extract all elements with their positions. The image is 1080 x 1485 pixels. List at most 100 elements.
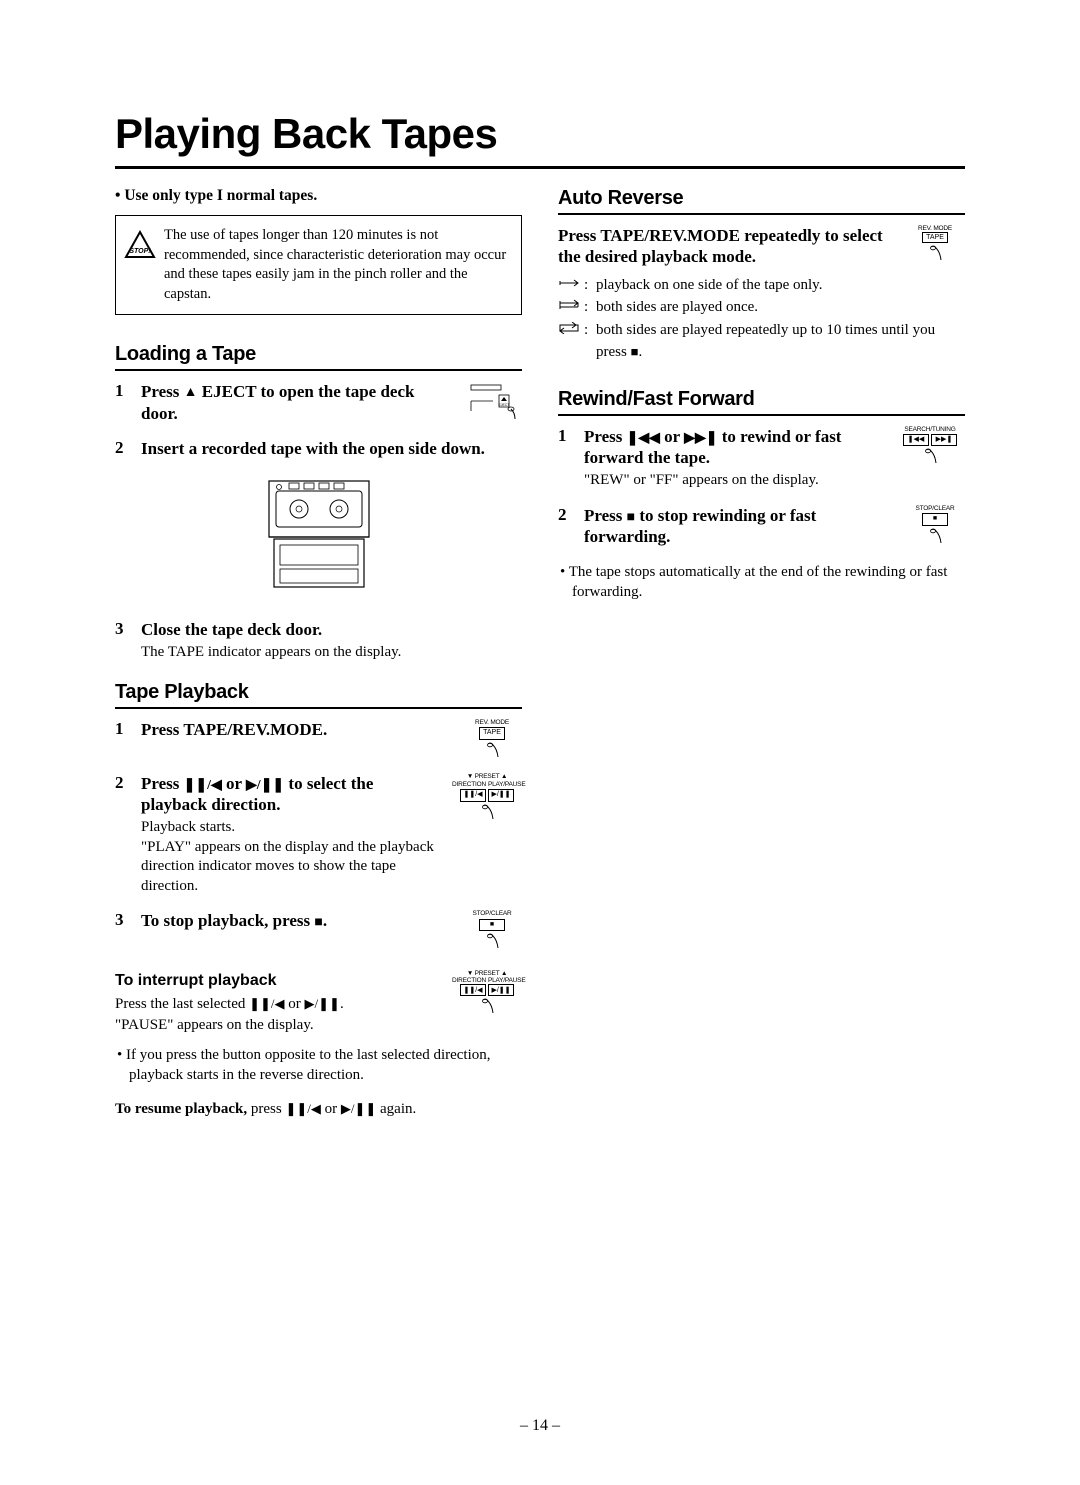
stop-button-diagram: STOP/CLEAR ■ <box>462 910 522 950</box>
play-pause-icon: ▶/❚❚ <box>246 778 284 793</box>
reverse-bullet: If you press the button opposite to the … <box>115 1045 522 1086</box>
rw2-pre: Press <box>584 506 627 525</box>
eject-button-diagram: EJECT <box>462 381 522 421</box>
int-note: "PAUSE" appears on the display. <box>115 1015 442 1035</box>
tape-button: TAPE <box>479 727 505 740</box>
playpause-label: PLAY/PAUSE <box>488 781 526 789</box>
mode3-icon: : <box>558 319 590 364</box>
int-post: . <box>340 996 344 1012</box>
prev-button: ❚◀◀ <box>903 434 929 447</box>
dir-right-button: ▶/❚❚ <box>488 984 514 996</box>
resume-line: To resume playback, press ❚❚/◀ or ▶/❚❚ a… <box>115 1101 522 1118</box>
stop-icon: ■ <box>314 915 322 930</box>
step2-text: Insert a recorded tape with the open sid… <box>141 438 522 459</box>
resume-pre: press <box>247 1101 285 1117</box>
svg-text:EJECT: EJECT <box>498 403 510 407</box>
mode2-icon: : <box>558 296 590 319</box>
stopclear-label: STOP/CLEAR <box>915 505 954 513</box>
auto-rule <box>558 213 965 215</box>
step1-pre: Press <box>141 382 184 401</box>
int-mid: or <box>285 996 305 1012</box>
direction-label: DIRECTION <box>452 781 486 789</box>
auto-intro: Press TAPE/REV.MODE repeatedly to select… <box>558 225 895 268</box>
tape-button: TAPE <box>922 232 948 243</box>
playback-step-3: 3 To stop playback, press ■. STOP/CLEAR … <box>115 910 522 950</box>
use-only-note: Use only type I normal tapes. <box>115 187 522 205</box>
play-pause-icon: ▶/❚❚ <box>341 1101 376 1116</box>
rw1-note: "REW" or "FF" appears on the display. <box>584 471 885 491</box>
search-buttons-diagram: SEARCH/TUNING ❚◀◀ ▶▶❚ <box>895 426 965 466</box>
warning-text: The use of tapes longer than 120 minutes… <box>164 227 506 302</box>
left-column: Use only type I normal tapes. STOP! The … <box>115 187 522 1118</box>
pb3-pre: To stop playback, press <box>141 911 314 930</box>
right-column: Auto Reverse Press TAPE/REV.MODE repeate… <box>558 187 965 1118</box>
pause-rev-icon: ❚❚/◀ <box>249 996 284 1011</box>
tape-button-diagram: REV. MODE TAPE <box>462 719 522 759</box>
mode3-pre: both sides are played repeatedly up to 1… <box>596 322 935 361</box>
finger-icon <box>921 447 939 465</box>
stop-button: ■ <box>922 513 948 526</box>
step-number: 3 <box>115 910 129 950</box>
finger-icon <box>483 741 501 759</box>
pb3-post: . <box>323 911 327 930</box>
finger-icon <box>478 997 496 1015</box>
dir-left-button: ❚❚/◀ <box>460 984 486 996</box>
rewind-step-2: 2 Press ■ to stop rewinding or fast forw… <box>558 505 965 548</box>
svg-text:STOP!: STOP! <box>129 248 151 255</box>
loading-step-1: 1 Press ▲ EJECT to open the tape deck do… <box>115 381 522 424</box>
dir-left-button: ❚❚/◀ <box>460 789 486 802</box>
eject-icon: ▲ <box>184 384 198 402</box>
step-number: 3 <box>115 619 129 663</box>
mode1-icon: : <box>558 274 590 297</box>
rw1-pre: Press <box>584 427 627 446</box>
rewind-rule <box>558 414 965 416</box>
step-number: 2 <box>115 438 129 459</box>
pb2-mid: or <box>222 774 246 793</box>
stop-button: ■ <box>479 919 505 932</box>
interrupt-heading: To interrupt playback <box>115 972 442 990</box>
loading-step-3: 3 Close the tape deck door. The TAPE ind… <box>115 619 522 663</box>
search-tuning-label: SEARCH/TUNING <box>904 426 955 434</box>
rewind-step-1: 1 Press ❚◀◀ or ▶▶❚ to rewind or fast for… <box>558 426 965 491</box>
playback-step-2: 2 Press ❚❚/◀ or ▶/❚❚ to select the playb… <box>115 773 522 897</box>
stop-icon: ■ <box>627 510 635 525</box>
playback-heading: Tape Playback <box>115 681 522 704</box>
finger-icon <box>483 932 501 950</box>
finger-icon <box>926 527 944 545</box>
step3-text: Close the tape deck door. <box>141 619 522 640</box>
step-number: 1 <box>115 381 129 424</box>
direction-label: DIRECTION <box>452 977 486 984</box>
play-pause-icon: ▶/❚❚ <box>305 996 340 1011</box>
warning-box: STOP! The use of tapes longer than 120 m… <box>115 215 522 315</box>
playback-step-1: 1 Press TAPE/REV.MODE. REV. MODE TAPE <box>115 719 522 759</box>
stop-button-diagram-2: STOP/CLEAR ■ <box>905 505 965 545</box>
pb2-pre: Press <box>141 774 184 793</box>
cassette-diagram <box>244 473 394 603</box>
next-icon: ▶▶❚ <box>684 431 717 446</box>
step-number: 1 <box>115 719 129 759</box>
mode3-post: . <box>638 344 642 360</box>
revmode-button-diagram: REV. MODE TAPE <box>905 225 965 262</box>
interrupt-buttons-diagram: ▼ PRESET ▲ DIRECTION PLAY/PAUSE ❚❚/◀ ▶/❚… <box>452 970 522 1015</box>
pause-rev-icon: ❚❚/◀ <box>184 778 222 793</box>
rewind-heading: Rewind/Fast Forward <box>558 388 965 411</box>
playpause-label: PLAY/PAUSE <box>488 977 526 984</box>
page-title: Playing Back Tapes <box>115 110 965 158</box>
step-number: 2 <box>558 505 572 548</box>
preset-label: ▼ PRESET ▲ <box>467 970 507 977</box>
stop-warning-icon: STOP! <box>124 230 156 260</box>
playback-rule <box>115 707 522 709</box>
finger-icon <box>926 244 944 262</box>
auto-reverse-heading: Auto Reverse <box>558 187 965 210</box>
int-pre: Press the last selected <box>115 996 249 1012</box>
mode2-text: both sides are played once. <box>596 296 758 319</box>
preset-label: ▼ PRESET ▲ <box>467 773 507 781</box>
title-rule <box>115 166 965 169</box>
rev-mode-label: REV. MODE <box>475 719 509 727</box>
direction-buttons-diagram: ▼ PRESET ▲ DIRECTION PLAY/PAUSE ❚❚/◀ ▶/ <box>452 773 522 821</box>
stopclear-label: STOP/CLEAR <box>472 910 511 918</box>
mode-list: : playback on one side of the tape only.… <box>558 274 965 364</box>
loading-step-2: 2 Insert a recorded tape with the open s… <box>115 438 522 459</box>
pb-step1-text: Press TAPE/REV.MODE. <box>141 719 452 740</box>
pause-rev-icon: ❚❚/◀ <box>285 1101 320 1116</box>
